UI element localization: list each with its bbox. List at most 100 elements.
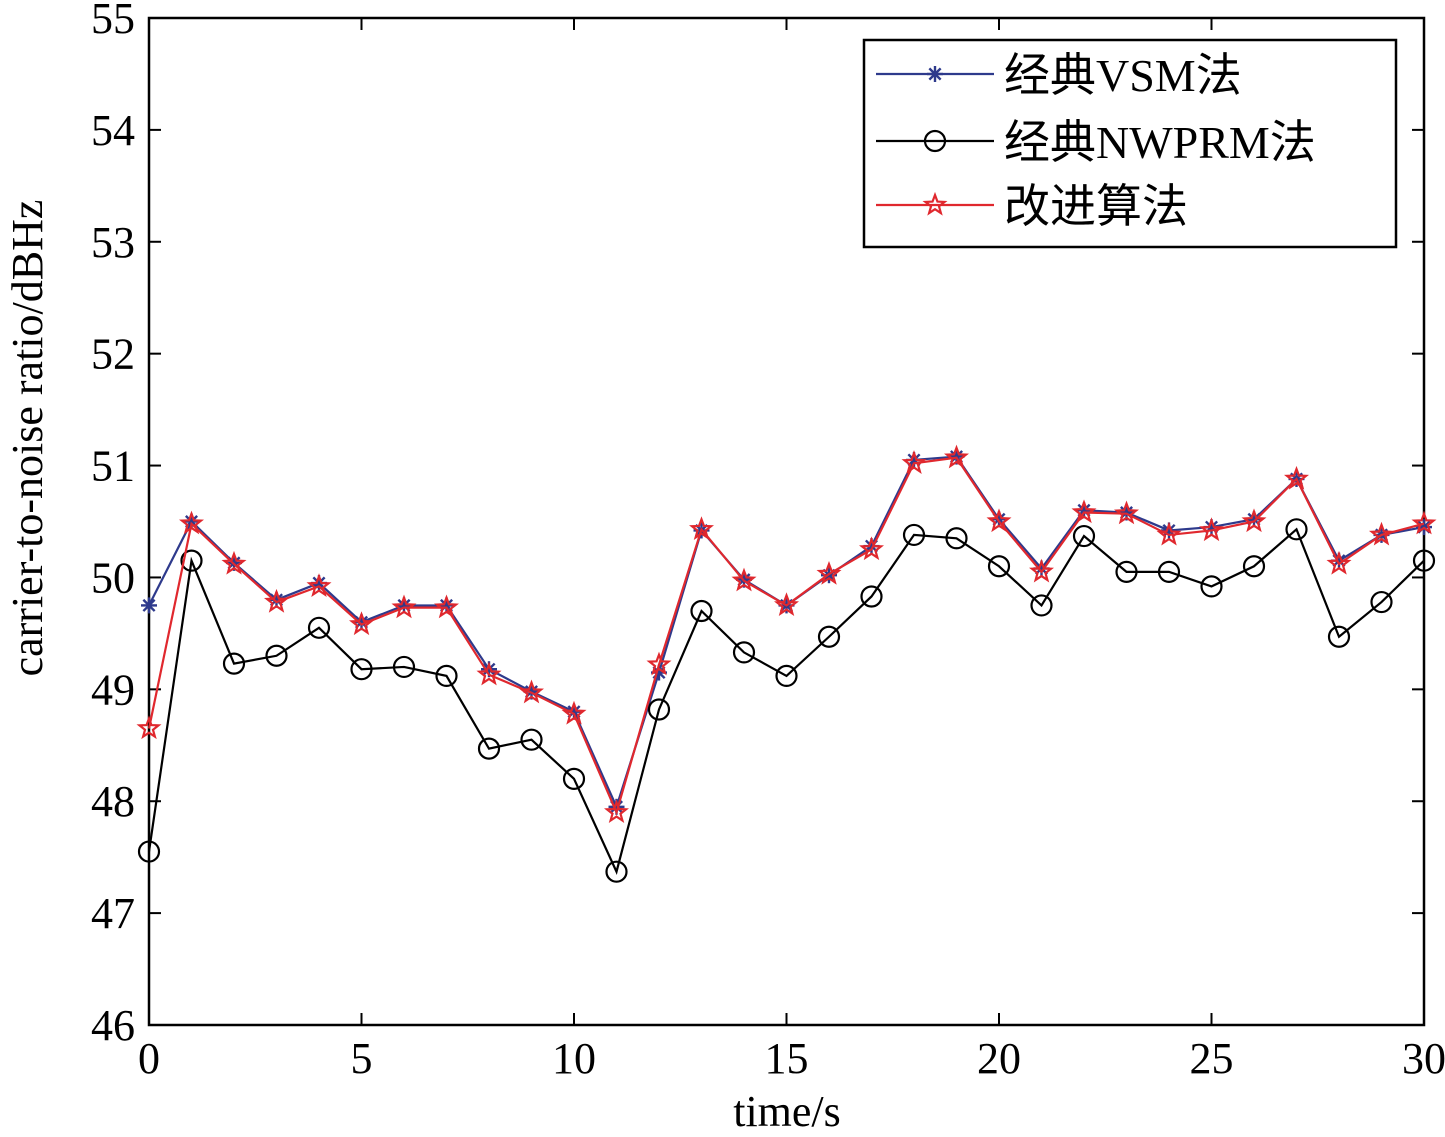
y-tick-label: 52 bbox=[91, 330, 135, 379]
y-axis-label: carrier-to-noise ratio/dBHz bbox=[3, 200, 52, 677]
data-point bbox=[477, 737, 501, 760]
x-axis-label: time/s bbox=[733, 1087, 841, 1132]
data-point bbox=[306, 573, 332, 598]
legend-item: 经典NWPRM法 bbox=[876, 117, 1316, 168]
data-point bbox=[221, 550, 247, 575]
legend-label: 经典NWPRM法 bbox=[1004, 117, 1316, 168]
data-point bbox=[1029, 558, 1054, 583]
x-tick-label: 10 bbox=[552, 1034, 596, 1083]
data-point bbox=[1326, 550, 1352, 575]
data-point bbox=[520, 728, 543, 751]
series-3 bbox=[136, 444, 1437, 824]
data-point bbox=[1370, 590, 1393, 614]
data-point bbox=[265, 644, 288, 667]
data-point bbox=[689, 516, 714, 540]
data-point bbox=[136, 715, 162, 740]
x-tick-label: 0 bbox=[138, 1034, 160, 1083]
data-point bbox=[732, 641, 756, 664]
data-point bbox=[986, 508, 1012, 533]
data-point bbox=[1071, 499, 1097, 524]
y-tick-label: 46 bbox=[91, 1001, 135, 1050]
data-point bbox=[433, 594, 460, 619]
legend-marker bbox=[923, 129, 947, 153]
data-point bbox=[1411, 510, 1437, 535]
legend-marker bbox=[927, 66, 943, 82]
data-point bbox=[391, 594, 417, 619]
data-point bbox=[604, 799, 629, 824]
x-tick-label: 20 bbox=[977, 1034, 1021, 1083]
data-point bbox=[1156, 521, 1182, 546]
data-point bbox=[349, 611, 374, 636]
series-line bbox=[147, 456, 1425, 816]
legend-item: 经典VSM法 bbox=[876, 50, 1242, 101]
series-line bbox=[148, 455, 1425, 810]
data-point bbox=[561, 700, 587, 725]
data-point bbox=[860, 585, 883, 608]
data-point bbox=[1327, 625, 1351, 648]
data-point bbox=[647, 698, 671, 721]
data-point bbox=[987, 555, 1011, 578]
data-point bbox=[901, 450, 927, 474]
data-point bbox=[646, 651, 672, 676]
y-tick-label: 49 bbox=[91, 665, 135, 714]
data-point bbox=[1284, 465, 1309, 490]
data-point bbox=[775, 664, 798, 688]
x-tick-label: 15 bbox=[765, 1034, 809, 1083]
data-point bbox=[1368, 521, 1395, 546]
data-point bbox=[179, 510, 204, 535]
series-line bbox=[147, 527, 1425, 875]
x-tick-label: 30 bbox=[1402, 1034, 1445, 1083]
data-point bbox=[1115, 560, 1138, 583]
data-point bbox=[476, 661, 502, 686]
data-point bbox=[902, 523, 926, 547]
data-point bbox=[817, 625, 841, 648]
data-point bbox=[1200, 575, 1223, 598]
data-point bbox=[1030, 594, 1053, 617]
data-point bbox=[731, 567, 757, 592]
data-point bbox=[392, 655, 416, 679]
data-point bbox=[1242, 555, 1266, 578]
data-point bbox=[816, 560, 842, 585]
data-point bbox=[1241, 508, 1267, 533]
y-tick-label: 50 bbox=[91, 553, 135, 602]
series-1 bbox=[141, 448, 1432, 815]
y-tick-label: 47 bbox=[91, 889, 135, 938]
data-point bbox=[1157, 560, 1181, 583]
data-point bbox=[180, 549, 203, 572]
data-point bbox=[859, 536, 884, 561]
data-point bbox=[519, 679, 544, 704]
data-point bbox=[1072, 524, 1096, 548]
data-point bbox=[690, 599, 713, 623]
legend-item: 改进算法 bbox=[876, 181, 1188, 232]
data-point bbox=[222, 652, 246, 675]
y-tick-label: 48 bbox=[91, 777, 135, 826]
data-point bbox=[307, 616, 331, 639]
legend-marker bbox=[922, 191, 948, 216]
data-point bbox=[773, 592, 800, 617]
data-point bbox=[264, 588, 289, 613]
data-point bbox=[350, 658, 373, 681]
data-point bbox=[1199, 517, 1224, 542]
data-point bbox=[1114, 500, 1139, 525]
data-point bbox=[435, 664, 458, 688]
data-point bbox=[943, 444, 970, 469]
y-tick-label: 53 bbox=[91, 218, 135, 267]
data-point bbox=[1285, 518, 1308, 541]
data-point bbox=[141, 597, 157, 614]
data-point bbox=[605, 860, 628, 883]
y-tick-label: 51 bbox=[91, 442, 135, 491]
x-tick-label: 5 bbox=[351, 1034, 373, 1083]
legend-label: 经典VSM法 bbox=[1004, 50, 1242, 101]
y-tick-label: 54 bbox=[91, 106, 135, 155]
legend-label: 改进算法 bbox=[1004, 181, 1188, 232]
data-point bbox=[562, 767, 586, 790]
series-2 bbox=[137, 518, 1436, 883]
data-point bbox=[1412, 549, 1436, 572]
data-point bbox=[945, 527, 968, 550]
x-tick-label: 25 bbox=[1190, 1034, 1234, 1083]
y-tick-label: 55 bbox=[91, 0, 135, 43]
data-point bbox=[137, 840, 161, 863]
